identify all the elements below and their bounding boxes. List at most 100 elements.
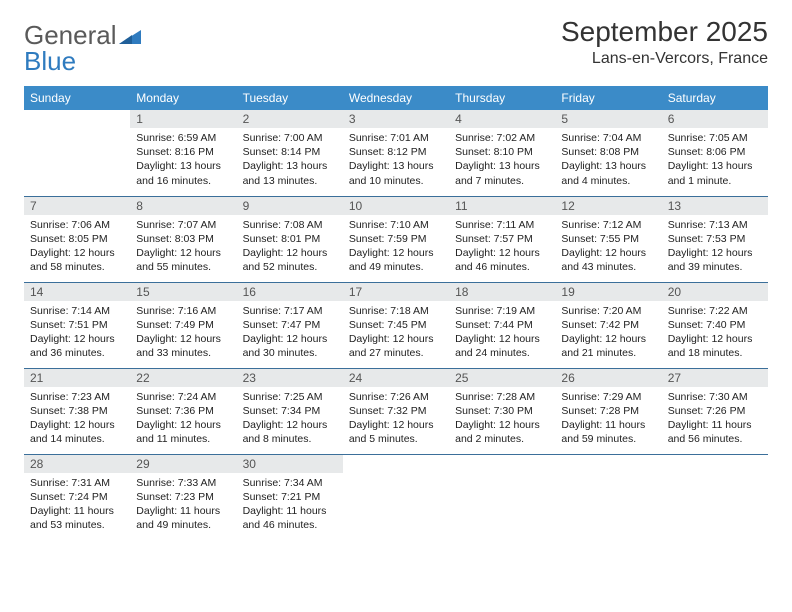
day-number: 5 [555, 110, 661, 128]
day-number: 9 [237, 197, 343, 215]
sunrise-text: Sunrise: 7:26 AM [349, 390, 443, 404]
day-details: Sunrise: 7:18 AMSunset: 7:45 PMDaylight:… [343, 301, 449, 365]
calendar-cell: 28Sunrise: 7:31 AMSunset: 7:24 PMDayligh… [24, 454, 130, 540]
day-details: Sunrise: 7:22 AMSunset: 7:40 PMDaylight:… [662, 301, 768, 365]
daylight-text: Daylight: 12 hours and 2 minutes. [455, 418, 549, 446]
calendar-cell: 21Sunrise: 7:23 AMSunset: 7:38 PMDayligh… [24, 368, 130, 454]
sunset-text: Sunset: 8:12 PM [349, 145, 443, 159]
calendar-week-row: 21Sunrise: 7:23 AMSunset: 7:38 PMDayligh… [24, 368, 768, 454]
calendar-cell: 24Sunrise: 7:26 AMSunset: 7:32 PMDayligh… [343, 368, 449, 454]
day-number: 22 [130, 369, 236, 387]
day-number: 17 [343, 283, 449, 301]
calendar-cell [449, 454, 555, 540]
logo: GeneralBlue [24, 16, 154, 74]
day-details: Sunrise: 7:31 AMSunset: 7:24 PMDaylight:… [24, 473, 130, 537]
daylight-text: Daylight: 12 hours and 39 minutes. [668, 246, 762, 274]
sunrise-text: Sunrise: 7:12 AM [561, 218, 655, 232]
sunset-text: Sunset: 7:55 PM [561, 232, 655, 246]
weekday-header: Wednesday [343, 86, 449, 110]
calendar-cell: 23Sunrise: 7:25 AMSunset: 7:34 PMDayligh… [237, 368, 343, 454]
sunrise-text: Sunrise: 7:10 AM [349, 218, 443, 232]
daylight-text: Daylight: 13 hours and 1 minute. [668, 159, 762, 187]
day-details: Sunrise: 7:06 AMSunset: 8:05 PMDaylight:… [24, 215, 130, 279]
day-number: 10 [343, 197, 449, 215]
day-details: Sunrise: 7:16 AMSunset: 7:49 PMDaylight:… [130, 301, 236, 365]
sunrise-text: Sunrise: 7:20 AM [561, 304, 655, 318]
day-details: Sunrise: 7:13 AMSunset: 7:53 PMDaylight:… [662, 215, 768, 279]
day-details: Sunrise: 7:33 AMSunset: 7:23 PMDaylight:… [130, 473, 236, 537]
day-number: 14 [24, 283, 130, 301]
weekday-header: Thursday [449, 86, 555, 110]
sunset-text: Sunset: 7:24 PM [30, 490, 124, 504]
calendar-cell: 9Sunrise: 7:08 AMSunset: 8:01 PMDaylight… [237, 196, 343, 282]
sunrise-text: Sunrise: 7:13 AM [668, 218, 762, 232]
day-details: Sunrise: 7:20 AMSunset: 7:42 PMDaylight:… [555, 301, 661, 365]
sunrise-text: Sunrise: 7:19 AM [455, 304, 549, 318]
sunrise-text: Sunrise: 7:04 AM [561, 131, 655, 145]
sunset-text: Sunset: 7:21 PM [243, 490, 337, 504]
day-details: Sunrise: 7:12 AMSunset: 7:55 PMDaylight:… [555, 215, 661, 279]
calendar-week-row: 28Sunrise: 7:31 AMSunset: 7:24 PMDayligh… [24, 454, 768, 540]
daylight-text: Daylight: 12 hours and 43 minutes. [561, 246, 655, 274]
daylight-text: Daylight: 12 hours and 8 minutes. [243, 418, 337, 446]
day-details: Sunrise: 7:00 AMSunset: 8:14 PMDaylight:… [237, 128, 343, 192]
calendar-cell: 15Sunrise: 7:16 AMSunset: 7:49 PMDayligh… [130, 282, 236, 368]
calendar-week-row: 1Sunrise: 6:59 AMSunset: 8:16 PMDaylight… [24, 110, 768, 196]
day-number: 19 [555, 283, 661, 301]
daylight-text: Daylight: 12 hours and 52 minutes. [243, 246, 337, 274]
calendar-cell [662, 454, 768, 540]
day-number: 28 [24, 455, 130, 473]
sunrise-text: Sunrise: 7:30 AM [668, 390, 762, 404]
calendar-cell: 1Sunrise: 6:59 AMSunset: 8:16 PMDaylight… [130, 110, 236, 196]
sunrise-text: Sunrise: 7:00 AM [243, 131, 337, 145]
day-details: Sunrise: 7:29 AMSunset: 7:28 PMDaylight:… [555, 387, 661, 451]
day-details: Sunrise: 7:10 AMSunset: 7:59 PMDaylight:… [343, 215, 449, 279]
sunset-text: Sunset: 7:45 PM [349, 318, 443, 332]
daylight-text: Daylight: 12 hours and 11 minutes. [136, 418, 230, 446]
daylight-text: Daylight: 12 hours and 49 minutes. [349, 246, 443, 274]
day-details: Sunrise: 7:14 AMSunset: 7:51 PMDaylight:… [24, 301, 130, 365]
calendar-cell: 30Sunrise: 7:34 AMSunset: 7:21 PMDayligh… [237, 454, 343, 540]
sunset-text: Sunset: 7:59 PM [349, 232, 443, 246]
daylight-text: Daylight: 13 hours and 10 minutes. [349, 159, 443, 187]
day-number: 30 [237, 455, 343, 473]
day-number: 16 [237, 283, 343, 301]
calendar-cell: 12Sunrise: 7:12 AMSunset: 7:55 PMDayligh… [555, 196, 661, 282]
sunset-text: Sunset: 8:06 PM [668, 145, 762, 159]
sunset-text: Sunset: 7:40 PM [668, 318, 762, 332]
day-details: Sunrise: 7:30 AMSunset: 7:26 PMDaylight:… [662, 387, 768, 451]
logo-text-general: General [24, 22, 117, 48]
sunset-text: Sunset: 7:53 PM [668, 232, 762, 246]
sunrise-text: Sunrise: 7:18 AM [349, 304, 443, 318]
calendar-week-row: 14Sunrise: 7:14 AMSunset: 7:51 PMDayligh… [24, 282, 768, 368]
sunset-text: Sunset: 7:51 PM [30, 318, 124, 332]
sunset-text: Sunset: 8:01 PM [243, 232, 337, 246]
calendar-cell: 17Sunrise: 7:18 AMSunset: 7:45 PMDayligh… [343, 282, 449, 368]
sunrise-text: Sunrise: 6:59 AM [136, 131, 230, 145]
sunrise-text: Sunrise: 7:02 AM [455, 131, 549, 145]
day-number: 4 [449, 110, 555, 128]
calendar-cell: 19Sunrise: 7:20 AMSunset: 7:42 PMDayligh… [555, 282, 661, 368]
sunrise-text: Sunrise: 7:29 AM [561, 390, 655, 404]
calendar-cell: 11Sunrise: 7:11 AMSunset: 7:57 PMDayligh… [449, 196, 555, 282]
sunrise-text: Sunrise: 7:11 AM [455, 218, 549, 232]
calendar-week-row: 7Sunrise: 7:06 AMSunset: 8:05 PMDaylight… [24, 196, 768, 282]
daylight-text: Daylight: 11 hours and 56 minutes. [668, 418, 762, 446]
day-details: Sunrise: 7:02 AMSunset: 8:10 PMDaylight:… [449, 128, 555, 192]
day-details: Sunrise: 7:25 AMSunset: 7:34 PMDaylight:… [237, 387, 343, 451]
sunrise-text: Sunrise: 7:17 AM [243, 304, 337, 318]
sunrise-text: Sunrise: 7:28 AM [455, 390, 549, 404]
day-details: Sunrise: 7:26 AMSunset: 7:32 PMDaylight:… [343, 387, 449, 451]
calendar-cell: 2Sunrise: 7:00 AMSunset: 8:14 PMDaylight… [237, 110, 343, 196]
sunset-text: Sunset: 8:10 PM [455, 145, 549, 159]
daylight-text: Daylight: 11 hours and 53 minutes. [30, 504, 124, 532]
day-number: 7 [24, 197, 130, 215]
day-number: 21 [24, 369, 130, 387]
sunset-text: Sunset: 7:28 PM [561, 404, 655, 418]
sunset-text: Sunset: 7:26 PM [668, 404, 762, 418]
day-details: Sunrise: 7:07 AMSunset: 8:03 PMDaylight:… [130, 215, 236, 279]
calendar-cell: 27Sunrise: 7:30 AMSunset: 7:26 PMDayligh… [662, 368, 768, 454]
calendar-cell: 22Sunrise: 7:24 AMSunset: 7:36 PMDayligh… [130, 368, 236, 454]
weekday-header: Monday [130, 86, 236, 110]
daylight-text: Daylight: 12 hours and 14 minutes. [30, 418, 124, 446]
